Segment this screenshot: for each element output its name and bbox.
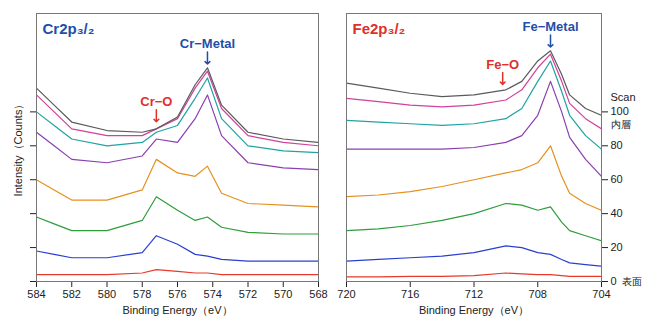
svg-text:574: 574 xyxy=(204,288,222,300)
svg-text:Fe−Metal: Fe−Metal xyxy=(523,19,579,34)
svg-text:584: 584 xyxy=(27,288,45,300)
svg-text:Cr2p₃/₂: Cr2p₃/₂ xyxy=(43,20,95,37)
svg-text:570: 570 xyxy=(274,288,292,300)
svg-text:Fe2p₃/₂: Fe2p₃/₂ xyxy=(353,20,406,37)
svg-text:578: 578 xyxy=(133,288,151,300)
svg-text:Cr−O: Cr−O xyxy=(140,94,172,109)
svg-text:582: 582 xyxy=(63,288,81,300)
svg-text:Cr−Metal: Cr−Metal xyxy=(180,36,235,51)
svg-text:Scan: Scan xyxy=(611,91,636,103)
svg-text:712: 712 xyxy=(465,288,483,300)
svg-text:Binding Energy（eV）: Binding Energy（eV） xyxy=(122,304,232,316)
svg-text:80: 80 xyxy=(611,139,623,151)
svg-text:Intensity（Counts）: Intensity（Counts） xyxy=(12,99,24,197)
svg-text:40: 40 xyxy=(611,207,623,219)
svg-text:0: 0 xyxy=(611,275,617,287)
svg-text:716: 716 xyxy=(401,288,419,300)
svg-text:内層: 内層 xyxy=(611,119,631,130)
svg-text:720: 720 xyxy=(337,288,355,300)
svg-text:60: 60 xyxy=(611,173,623,185)
svg-text:576: 576 xyxy=(168,288,186,300)
svg-text:580: 580 xyxy=(98,288,116,300)
svg-text:568: 568 xyxy=(309,288,327,300)
svg-text:100: 100 xyxy=(611,105,629,117)
svg-text:表面: 表面 xyxy=(622,276,642,287)
svg-text:708: 708 xyxy=(529,288,547,300)
svg-text:Fe−O: Fe−O xyxy=(486,57,519,72)
svg-text:572: 572 xyxy=(239,288,257,300)
svg-text:20: 20 xyxy=(611,241,623,253)
svg-text:704: 704 xyxy=(592,288,610,300)
svg-text:Binding Energy（eV）: Binding Energy（eV） xyxy=(419,304,529,316)
